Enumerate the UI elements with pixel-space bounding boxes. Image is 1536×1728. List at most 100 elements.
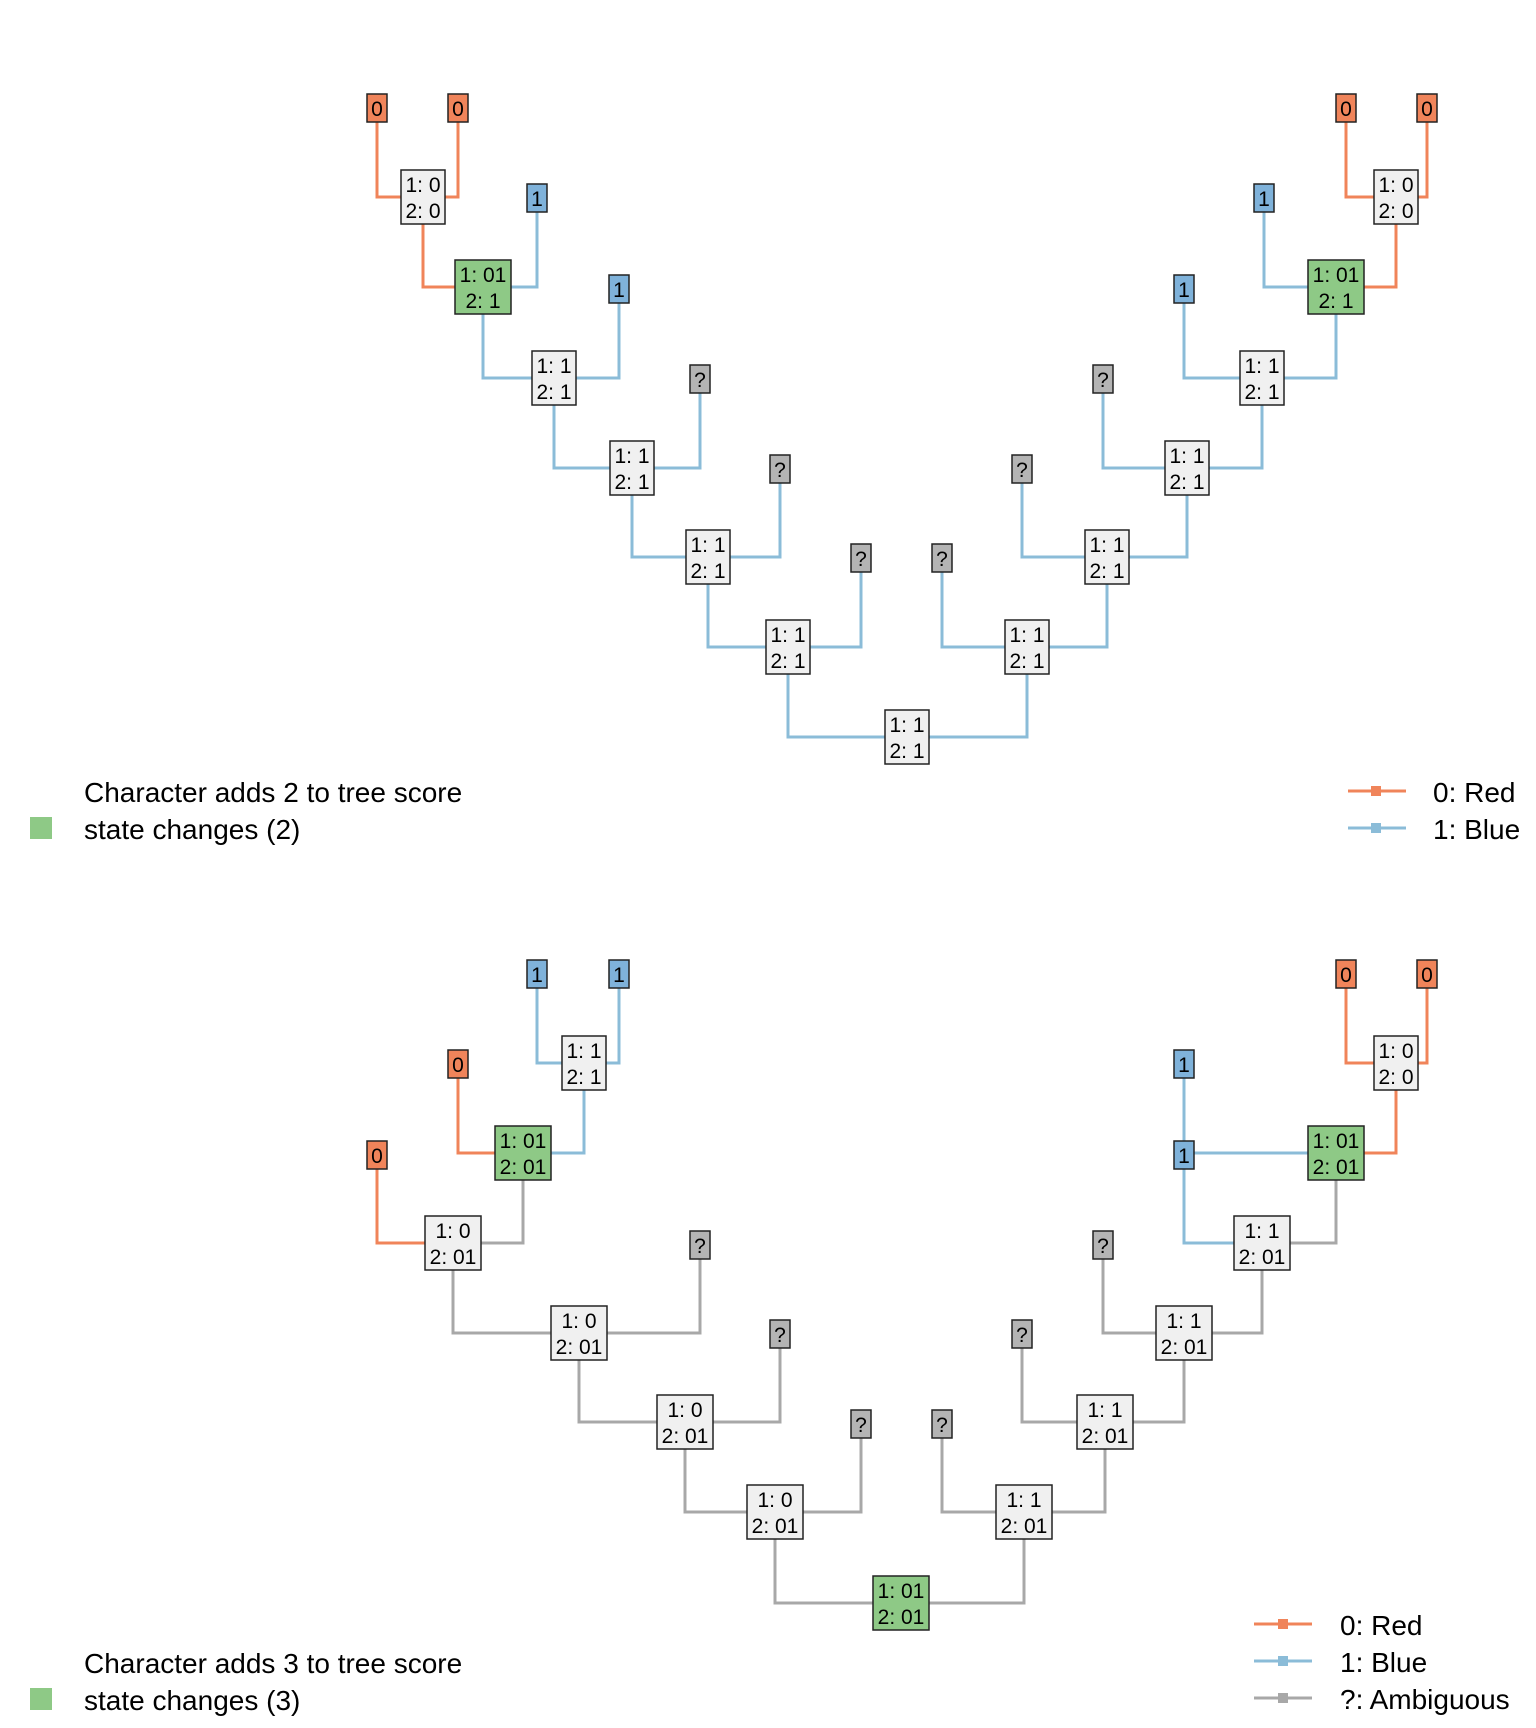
tip-box (769, 1319, 791, 1349)
node-char1-label: 1: 1 (566, 1040, 601, 1063)
node-char2-label: 2: 1 (566, 1066, 601, 1089)
tree-edges (375, 974, 1429, 1605)
internal-node: 1: 0 2: 0 (1373, 1035, 1419, 1091)
node-box (400, 169, 446, 225)
node-box (1155, 1305, 1213, 1361)
tip-box (1253, 183, 1275, 213)
internal-node: 1: 1 2: 01 (1155, 1305, 1213, 1361)
tree-branch (708, 469, 782, 559)
node-box (765, 619, 811, 675)
tree-branch (773, 1512, 901, 1605)
node-box (1233, 1215, 1291, 1271)
tip-state-label: ? (1016, 459, 1028, 482)
tip-node: 1 (1173, 1140, 1195, 1170)
tree-branch (451, 1243, 579, 1335)
node-char2-label: 2: 01 (430, 1246, 477, 1269)
node-char2-label: 2: 1 (1318, 290, 1353, 313)
node-char2-label: 2: 1 (690, 560, 725, 583)
node-box (685, 529, 731, 585)
node-char1-label: 1: 01 (500, 1130, 547, 1153)
node-char1-label: 1: 1 (1087, 1399, 1122, 1422)
tip-box (1092, 364, 1114, 394)
node-char2-label: 2: 01 (556, 1336, 603, 1359)
tip-node: 0 (1416, 93, 1438, 123)
tip-box (447, 93, 469, 123)
internal-node: 1: 0 2: 0 (1373, 169, 1419, 225)
tip-node: 1 (1173, 274, 1195, 304)
node-char1-label: 1: 0 (1378, 1040, 1413, 1063)
tip-state-label: ? (774, 1324, 786, 1347)
node-char1-label: 1: 1 (1169, 445, 1204, 468)
node-char1-label: 1: 1 (1244, 1220, 1279, 1243)
node-char1-label: 1: 01 (1313, 1130, 1360, 1153)
tip-node: ? (1011, 1319, 1033, 1349)
internal-node: 1: 1 2: 1 (765, 619, 811, 675)
tip-state-label: 1 (1178, 1054, 1190, 1077)
node-char1-label: 1: 1 (536, 355, 571, 378)
internal-node: 1: 1 2: 1 (1164, 440, 1210, 496)
internal-node: 1: 1 2: 1 (685, 529, 731, 585)
tip-state-label: 1 (1178, 1145, 1190, 1168)
tip-state-label: ? (1097, 369, 1109, 392)
tip-state-label: 1 (1258, 188, 1270, 211)
tip-state-label: 1 (531, 964, 543, 987)
node-char1-label: 1: 1 (770, 624, 805, 647)
internal-node: 1: 1 2: 01 (1076, 1394, 1134, 1450)
tip-node: 1 (526, 183, 548, 213)
tip-node: ? (850, 1409, 872, 1439)
node-box (609, 440, 655, 496)
node-char2-label: 2: 1 (536, 381, 571, 404)
tip-state-label: 0 (452, 98, 464, 121)
node-box (424, 1215, 482, 1271)
tip-box (689, 364, 711, 394)
tip-box (1173, 274, 1195, 304)
node-char1-label: 1: 1 (1244, 355, 1279, 378)
tip-state-label: 0 (1340, 98, 1352, 121)
node-char2-label: 2: 01 (1313, 1156, 1360, 1179)
tree-branch (788, 558, 863, 649)
node-box (1076, 1394, 1134, 1450)
node-box (1004, 619, 1050, 675)
tip-box (1011, 1319, 1033, 1349)
internal-node: 1: 1 2: 1 (1239, 350, 1285, 406)
tip-box (526, 183, 548, 213)
node-char1-label: 1: 1 (889, 714, 924, 737)
tip-box (608, 959, 630, 989)
tree-internal-nodes: 1: 02: 01: 012: 11: 12: 11: 12: 11: 12: … (400, 169, 1419, 765)
tip-box (1173, 1140, 1195, 1170)
node-char1-label: 1: 0 (667, 1399, 702, 1422)
panel-top: 0 011??? ???110 01: 02: 01: 012: 11: 12: 11… (366, 93, 1438, 765)
internal-node: 1: 0 2: 0 (400, 169, 446, 225)
node-box (1307, 1125, 1365, 1181)
node-box (494, 1125, 552, 1181)
tip-state-label: 1 (613, 279, 625, 302)
state-changes-text: state changes (3) (84, 1685, 300, 1716)
tree-branch (683, 1422, 775, 1514)
node-char1-label: 1: 01 (460, 264, 507, 287)
tip-node: ? (769, 1319, 791, 1349)
legend-top: 0: Red 1: Blue (1348, 777, 1520, 845)
node-char2-label: 2: 01 (500, 1156, 547, 1179)
node-char2-label: 2: 0 (1378, 200, 1413, 223)
node-char2-label: 2: 0 (405, 200, 440, 223)
node-char2-label: 2: 0 (1378, 1066, 1413, 1089)
tree-branch (685, 1334, 782, 1424)
node-char2-label: 2: 1 (465, 290, 500, 313)
legend-marker-gray (1278, 1693, 1288, 1703)
tip-box (366, 93, 388, 123)
tip-state-label: 0 (1421, 98, 1433, 121)
tip-state-label: ? (936, 548, 948, 571)
tip-state-label: 0 (1340, 964, 1352, 987)
tree-branch (552, 378, 632, 470)
tip-node: 0 (447, 93, 469, 123)
internal-node: 1: 1 2: 1 (561, 1035, 607, 1091)
legend-marker-blue (1371, 823, 1381, 833)
tip-box (1335, 959, 1357, 989)
tree-branch (577, 1333, 685, 1424)
tip-box (1173, 1049, 1195, 1079)
tip-state-label: ? (936, 1414, 948, 1437)
tree-branch (481, 287, 554, 380)
tree-internal-nodes: 1: 12: 11: 012: 011: 02: 011: 02: 011: 0… (424, 1035, 1419, 1631)
tree-branch (1101, 379, 1187, 470)
tip-box (366, 1140, 388, 1170)
